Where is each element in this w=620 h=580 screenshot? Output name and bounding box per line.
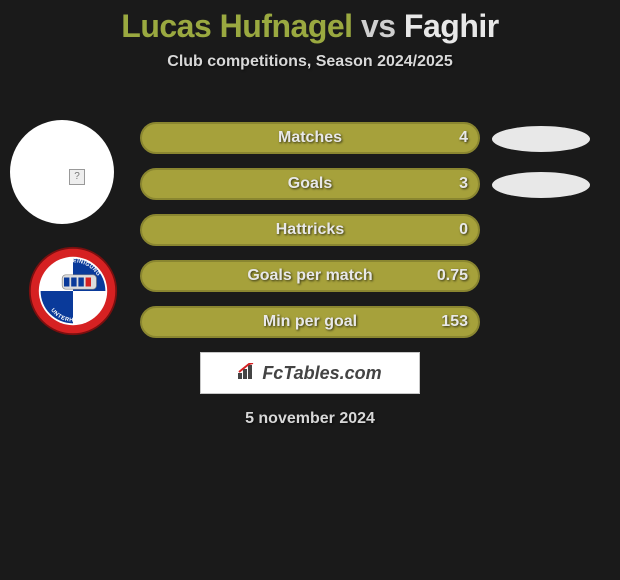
bars-icon [238,363,258,384]
stat-label: Hattricks [140,214,480,246]
stat-row: Min per goal153 [140,306,480,338]
stat-value: 0 [459,214,468,246]
player-avatar-placeholder: ? [10,120,114,224]
stat-value: 4 [459,122,468,154]
stat-value: 153 [441,306,468,338]
vs-text: vs [361,8,396,44]
stat-row: Hattricks0 [140,214,480,246]
comparison-title: Lucas Hufnagel vs Faghir [0,0,620,45]
stat-row: Goals per match0.75 [140,260,480,292]
stat-value: 0.75 [437,260,468,292]
stat-label: Min per goal [140,306,480,338]
date-text: 5 november 2024 [0,410,620,428]
stats-list: Matches4Goals3Hattricks0Goals per match0… [140,122,480,352]
stat-label: Matches [140,122,480,154]
avatar-column: ? SPIELVEREINIGUNG UNTERHACHING [10,120,120,341]
stat-label: Goals per match [140,260,480,292]
player1-name: Lucas Hufnagel [121,8,352,44]
placeholder-oval [492,172,590,198]
subtitle: Club competitions, Season 2024/2025 [0,53,620,71]
stat-value: 3 [459,168,468,200]
fctables-text: FcTables.com [262,363,381,384]
stat-label: Goals [140,168,480,200]
fctables-branding: FcTables.com [200,352,420,394]
placeholder-oval [492,126,590,152]
right-ovals [492,122,602,218]
player2-name: Faghir [404,8,499,44]
stat-row: Goals3 [140,168,480,200]
stat-row: Matches4 [140,122,480,154]
club-logo: SPIELVEREINIGUNG UNTERHACHING [28,246,118,336]
broken-image-icon: ? [69,169,85,185]
